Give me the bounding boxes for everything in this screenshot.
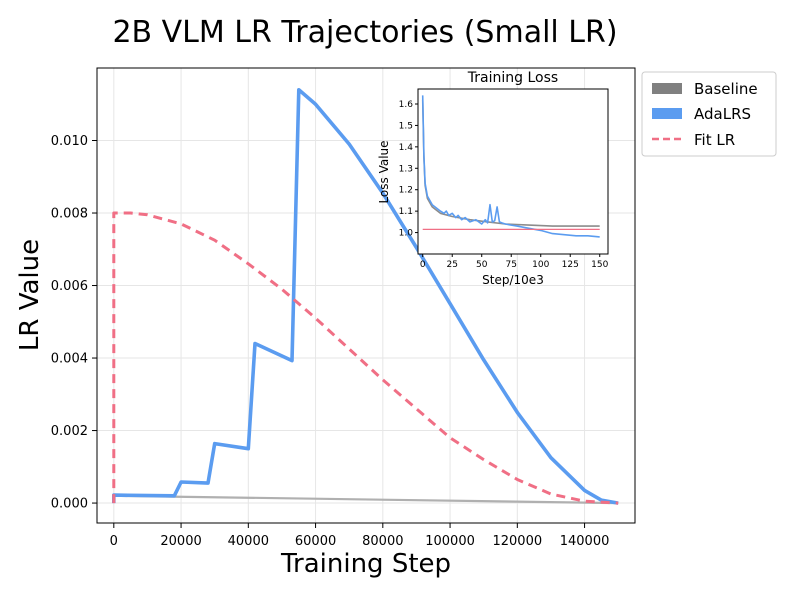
inset-frame bbox=[417, 88, 609, 255]
inset-x-tick-label: 25 bbox=[446, 260, 457, 270]
y-tick-label: 0.010 bbox=[51, 134, 88, 149]
y-tick-label: 0.006 bbox=[51, 279, 88, 294]
inset-x-axis-label: Step/10e3 bbox=[482, 273, 544, 287]
y-tick-label: 0.004 bbox=[51, 352, 88, 367]
inset-title: Training Loss bbox=[467, 70, 558, 86]
inset-x-tick-label: 50 bbox=[476, 260, 488, 270]
inset-x-tick-label: 0 bbox=[420, 260, 426, 270]
legend-label-baseline: Baseline bbox=[694, 80, 758, 98]
main-series-group bbox=[112, 88, 619, 505]
inset-y-tick-label: 1.0 bbox=[399, 229, 414, 239]
inset-x-tick-label: 125 bbox=[562, 260, 579, 270]
legend-swatch-baseline bbox=[652, 83, 682, 94]
x-tick-label: 0 bbox=[110, 534, 118, 549]
series-line-fit-lr bbox=[112, 211, 619, 505]
inset-y-tick-label: 1.4 bbox=[399, 143, 414, 153]
inset-x-tick-label: 150 bbox=[591, 260, 608, 270]
inset-x-tick-label: 75 bbox=[506, 260, 517, 270]
x-tick-label: 140000 bbox=[560, 534, 610, 549]
y-tick-label: 0.000 bbox=[51, 497, 88, 512]
x-tick-label: 80000 bbox=[362, 534, 403, 549]
y-tick-label: 0.002 bbox=[51, 424, 88, 439]
inset-y-axis-label: Loss Value bbox=[377, 140, 391, 203]
x-tick-label: 120000 bbox=[492, 534, 542, 549]
legend: Baseline AdaLRS Fit LR bbox=[641, 71, 777, 157]
x-tick-label: 20000 bbox=[160, 534, 201, 549]
inset-x-tick-label: 100 bbox=[532, 260, 549, 270]
x-tick-label: 100000 bbox=[425, 534, 475, 549]
x-axis-label: Training Step bbox=[280, 549, 451, 579]
main-ticks: 0 20000 40000 60000 80000 100000 120000 140000 0… bbox=[51, 134, 610, 549]
x-tick-label: 40000 bbox=[228, 534, 269, 549]
legend-label-fit-lr: Fit LR bbox=[694, 131, 735, 149]
inset-chart: Training Loss 0 25 50 75 100 125 150 1.0 1.1 1.2 1… bbox=[377, 70, 609, 287]
inset-y-tick-label: 1.3 bbox=[399, 164, 413, 174]
inset-ticks: 0 25 50 75 100 125 150 1.0 1.1 1.2 1.3 1.4 1.5 1.6 bbox=[399, 100, 609, 270]
inset-series-group bbox=[421, 95, 600, 238]
inset-y-tick-label: 1.1 bbox=[399, 207, 413, 217]
main-plot-frame bbox=[96, 67, 636, 524]
legend-swatch-adalrs bbox=[652, 108, 682, 119]
series-line-adalrs bbox=[112, 88, 619, 505]
chart-title: 2B VLM LR Trajectories (Small LR) bbox=[112, 15, 617, 50]
inset-y-tick-label: 1.6 bbox=[399, 100, 414, 110]
legend-label-adalrs: AdaLRS bbox=[694, 105, 751, 123]
inset-y-tick-label: 1.2 bbox=[399, 186, 413, 196]
y-tick-label: 0.008 bbox=[51, 207, 88, 222]
series-line-baseline bbox=[113, 494, 619, 505]
inset-y-tick-label: 1.5 bbox=[399, 121, 413, 131]
y-axis-label: LR Value bbox=[15, 239, 45, 351]
x-tick-label: 60000 bbox=[295, 534, 336, 549]
